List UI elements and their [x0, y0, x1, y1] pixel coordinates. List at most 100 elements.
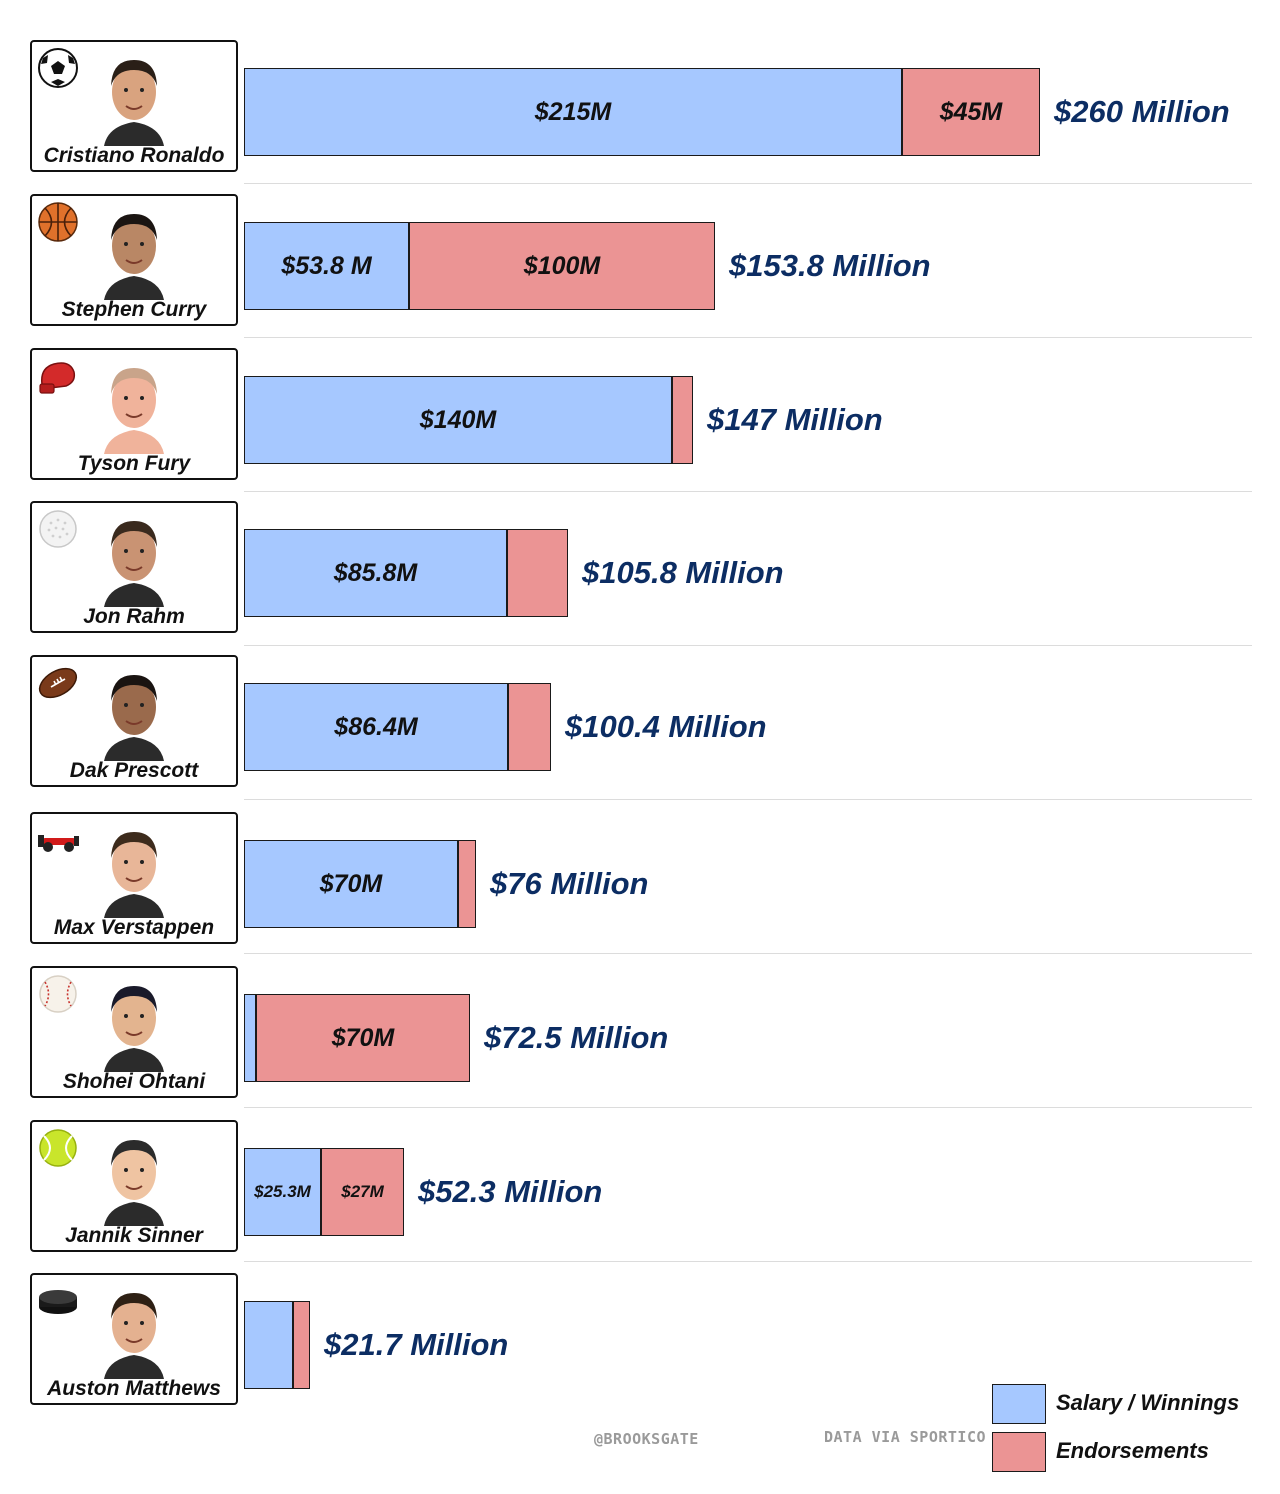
row-divider [244, 491, 1252, 492]
athlete-row: Dak Prescott $86.4M $100.4 Million [0, 655, 1280, 809]
athlete-row: Shohei Ohtani $70M $72.5 Million [0, 966, 1280, 1120]
athlete-card: Max Verstappen [30, 812, 238, 944]
row-divider [244, 953, 1252, 954]
legend-item-endorsements: Endorsements [992, 1432, 1262, 1474]
row-divider [244, 183, 1252, 184]
bar-salary: $53.8 M [244, 222, 409, 310]
total-label: $147 Million [707, 402, 883, 437]
soccer-icon [38, 48, 78, 88]
legend-label-endorsements: Endorsements [1056, 1438, 1209, 1463]
bar-stack: $21.7 Million [244, 1301, 1254, 1389]
bar-endorsements: $70M [256, 994, 470, 1082]
athlete-portrait [104, 1140, 164, 1226]
athlete-row: Auston Matthews $21.7 Million [0, 1273, 1280, 1427]
bar-value-label: $53.8 M [281, 251, 372, 280]
bar-value-label: $140M [419, 405, 497, 434]
athlete-name: Dak Prescott [69, 759, 199, 782]
bar-endorsements [672, 376, 693, 464]
total-label: $76 Million [490, 866, 649, 901]
legend-swatch-endorsements [992, 1432, 1046, 1472]
total-label: $260 Million [1054, 94, 1230, 129]
bar-stack: $53.8 M $100M $153.8 Million [244, 222, 1254, 310]
tennis-icon [39, 1129, 77, 1167]
athlete-card: Tyson Fury [30, 348, 238, 480]
bar-stack: $25.3M $27M $52.3 Million [244, 1148, 1254, 1236]
bar-value-label: $100M [523, 251, 601, 280]
athlete-card: Cristiano Ronaldo [30, 40, 238, 172]
bar-stack: $86.4M $100.4 Million [244, 683, 1254, 771]
athlete-name: Shohei Ohtani [62, 1070, 206, 1093]
legend-item-salary: Salary / Winnings [992, 1384, 1262, 1426]
bar-endorsements [293, 1301, 310, 1389]
bar-value-label: $45M [939, 97, 1003, 126]
athlete-name: Stephen Curry [61, 298, 207, 321]
athlete-row: Tyson Fury $140M $147 Million [0, 348, 1280, 502]
bar-value-label: $70M [319, 869, 383, 898]
row-divider [244, 799, 1252, 800]
bar-value-label: $85.8M [333, 558, 418, 587]
athlete-row: Cristiano Ronaldo $215M $45M $260 Million [0, 40, 1280, 194]
bar-salary: $85.8M [244, 529, 507, 617]
golf-icon [39, 510, 77, 548]
total-label: $105.8 Million [582, 555, 784, 590]
athlete-card: Stephen Curry [30, 194, 238, 326]
row-divider [244, 337, 1252, 338]
athlete-name: Cristiano Ronaldo [43, 144, 225, 167]
bar-endorsements: $100M [409, 222, 715, 310]
formula-1-icon [38, 835, 79, 852]
bar-value-label: $215M [534, 97, 612, 126]
row-divider [244, 1107, 1252, 1108]
bar-salary [244, 1301, 293, 1389]
athlete-row: Jon Rahm $85.8M $105.8 Million [0, 501, 1280, 655]
bar-value-label: $70M [331, 1023, 395, 1052]
athlete-name: Jon Rahm [83, 605, 185, 628]
boxing-icon [39, 362, 76, 394]
football-icon [38, 667, 78, 699]
athlete-name: Jannik Sinner [65, 1224, 203, 1247]
athlete-name: Max Verstappen [53, 916, 215, 939]
bar-salary: $86.4M [244, 683, 508, 771]
athlete-row: Stephen Curry $53.8 M $100M $153.8 Million [0, 194, 1280, 348]
bar-salary: $140M [244, 376, 672, 464]
athlete-card: Dak Prescott [30, 655, 238, 787]
athlete-card: Shohei Ohtani [30, 966, 238, 1098]
bar-stack: $70M $76 Million [244, 840, 1254, 928]
total-label: $52.3 Million [418, 1174, 603, 1209]
athlete-name: Auston Matthews [47, 1377, 221, 1400]
bar-salary: $25.3M [244, 1148, 321, 1236]
bar-stack: $215M $45M $260 Million [244, 68, 1254, 156]
bar-salary [244, 994, 256, 1082]
bar-stack: $140M $147 Million [244, 376, 1254, 464]
athlete-card: Auston Matthews [30, 1273, 238, 1405]
athlete-card: Jannik Sinner [30, 1120, 238, 1252]
total-label: $100.4 Million [565, 709, 767, 744]
athlete-row: Jannik Sinner $25.3M $27M $52.3 Million [0, 1120, 1280, 1274]
basketball-icon [38, 202, 78, 242]
bar-stack: $70M $72.5 Million [244, 994, 1254, 1082]
athlete-portrait [104, 214, 164, 300]
athlete-portrait [104, 368, 164, 454]
total-label: $72.5 Million [484, 1020, 669, 1055]
athlete-portrait [104, 986, 164, 1072]
bar-salary: $215M [244, 68, 902, 156]
bar-endorsements [507, 529, 568, 617]
credit-handle: @BROOKSGATE [594, 1430, 699, 1448]
athlete-portrait [104, 60, 164, 146]
bar-value-label: $86.4M [334, 712, 418, 741]
legend-label-salary: Salary / Winnings [1056, 1390, 1240, 1415]
athlete-name: Tyson Fury [77, 452, 191, 475]
bar-value-label: $25.3M [254, 1182, 311, 1201]
bar-endorsements: $45M [902, 68, 1040, 156]
legend-swatch-salary [992, 1384, 1046, 1424]
row-divider [244, 645, 1252, 646]
athlete-card: Jon Rahm [30, 501, 238, 633]
bar-endorsements [458, 840, 476, 928]
athlete-portrait [104, 1293, 164, 1379]
athlete-portrait [104, 832, 164, 918]
athlete-row: Max Verstappen $70M $76 Million [0, 812, 1280, 966]
bar-salary: $70M [244, 840, 458, 928]
row-divider [244, 1261, 1252, 1262]
total-label: $153.8 Million [729, 248, 931, 283]
bar-stack: $85.8M $105.8 Million [244, 529, 1254, 617]
